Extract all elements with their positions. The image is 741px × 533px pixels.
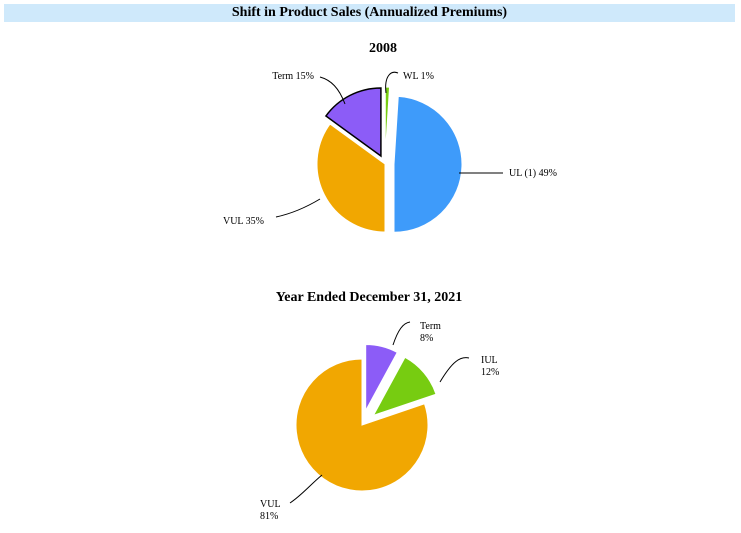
- slice-label-term: Term 15%: [272, 71, 314, 82]
- slice-label-ul-1: UL (1) 49%: [509, 168, 557, 179]
- chart-title-2008: 2008: [369, 41, 397, 56]
- pie-slice-vul: [316, 123, 386, 233]
- slice-label-wl: WL 1%: [403, 71, 434, 82]
- banner-title: Shift in Product Sales (Annualized Premi…: [231, 5, 508, 20]
- slice-label-iul: IUL 12%: [481, 355, 499, 378]
- slice-label-vul: VUL 81%: [260, 499, 281, 522]
- pie-slice-term: [365, 343, 398, 411]
- leader-line-wl: [385, 71, 399, 94]
- pie-slice-wl: [384, 86, 391, 156]
- chart-title-2021: Year Ended December 31, 2021: [276, 290, 463, 305]
- chart-banner: Shift in Product Sales (Annualized Premi…: [4, 4, 735, 22]
- leader-line-vul: [275, 198, 321, 218]
- pie-chart-2008: 2008 WL 1% UL (1) 49% VUL 35% Term 15%: [223, 41, 557, 233]
- pie-slice-iul: [372, 356, 437, 417]
- pie-slice-vul: [295, 358, 429, 492]
- leader-line-iul: [439, 357, 470, 383]
- slice-label-term: Term 8%: [420, 321, 441, 344]
- pie-slice-term: [324, 87, 382, 158]
- pie-chart-2021: Year Ended December 31, 2021 Term 8% IUL 12…: [260, 290, 499, 522]
- leader-line-vul: [289, 474, 323, 504]
- pie-slice-ul-1: [393, 95, 463, 233]
- slice-label-vul: VUL 35%: [223, 216, 264, 227]
- leader-line-term: [392, 321, 411, 346]
- leader-line-term: [319, 76, 346, 105]
